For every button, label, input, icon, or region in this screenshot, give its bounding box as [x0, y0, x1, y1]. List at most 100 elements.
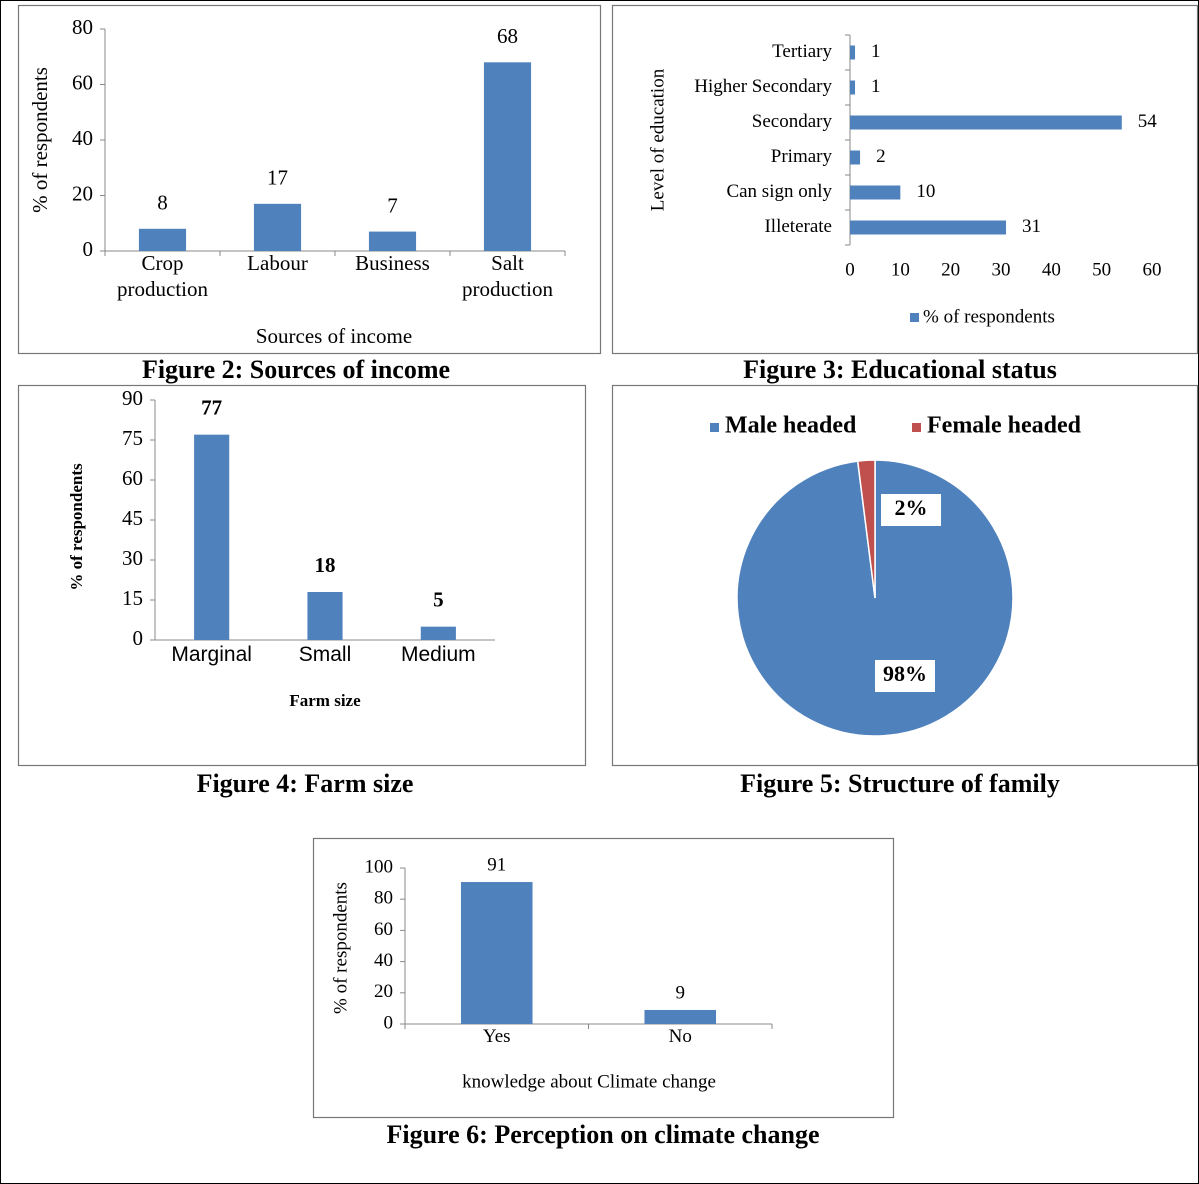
data-label: 77 — [201, 395, 222, 419]
y-tick-label: 40 — [72, 126, 93, 150]
bar — [307, 592, 343, 640]
x-tick-label: 20 — [941, 259, 960, 280]
bar — [420, 626, 456, 640]
y-tick-label: 60 — [122, 466, 143, 490]
y-axis-title: Level of education — [647, 68, 668, 211]
x-tick-label: 10 — [891, 259, 910, 280]
x-tick-label-box: Small — [298, 643, 352, 666]
legend-swatch — [710, 423, 719, 432]
data-label: 98% — [883, 661, 927, 686]
y-tick-label: 0 — [133, 626, 144, 650]
x-tick-label: Labour — [247, 251, 308, 275]
y-axis-title: % of respondents — [67, 463, 86, 591]
data-label: 8 — [157, 191, 168, 215]
y-tick-label: Secondary — [752, 111, 833, 132]
x-axis-title: knowledge about Climate change — [462, 1071, 716, 1092]
figure-caption: Figure 3: Educational status — [743, 355, 1057, 384]
y-tick-label: 75 — [122, 426, 143, 450]
figure-caption: Figure 2: Sources of income — [142, 355, 450, 384]
x-tick-label: 50 — [1092, 259, 1111, 280]
bar — [850, 185, 901, 200]
x-tick-label: 30 — [992, 259, 1011, 280]
x-tick-label-box: Crop production — [117, 251, 208, 301]
data-label: 5 — [433, 587, 444, 611]
x-tick-label: No — [668, 1026, 692, 1047]
data-label: 18 — [315, 553, 336, 577]
bar — [460, 882, 533, 1024]
x-axis-title: Sources of income — [256, 324, 412, 348]
bar — [850, 80, 856, 95]
figure-caption: Figure 6: Perception on climate change — [386, 1120, 819, 1149]
figure-caption: Figure 5: Structure of family — [740, 769, 1060, 798]
x-tick-label-box: Salt production — [462, 251, 553, 301]
legend-swatch — [910, 313, 919, 322]
bar — [644, 1009, 717, 1024]
x-tick-label: Salt production — [462, 251, 553, 301]
y-tick-label: 0 — [384, 1012, 394, 1033]
data-label: 54 — [1138, 111, 1158, 132]
x-tick-label-box: Yes — [482, 1026, 511, 1047]
figure-caption: Figure 4: Farm size — [197, 769, 414, 798]
chart-frame — [17, 4, 602, 355]
y-tick-label: 80 — [374, 888, 393, 909]
data-label: 91 — [487, 854, 506, 875]
legend-swatch — [912, 423, 921, 432]
data-label: 1 — [871, 41, 881, 62]
x-tick-label-box: Marginal — [171, 643, 252, 666]
x-tick-label-box: Labour — [247, 251, 308, 275]
chart-frame — [312, 837, 895, 1119]
chart-frame — [611, 4, 1199, 355]
y-tick-label: 60 — [374, 919, 393, 940]
data-label: 1 — [871, 76, 881, 97]
chart-frame — [611, 384, 1199, 767]
bar — [850, 150, 861, 165]
y-tick-label: Higher Secondary — [694, 76, 832, 97]
y-tick-label: 40 — [374, 950, 393, 971]
x-tick-label: Yes — [482, 1026, 511, 1047]
pie-slice — [856, 459, 876, 599]
x-tick-label: Small — [298, 643, 352, 666]
data-label: 2 — [876, 146, 886, 167]
y-tick-label: 20 — [374, 981, 393, 1002]
bar — [850, 220, 1007, 235]
legend-label: % of respondents — [923, 306, 1055, 327]
x-tick-label: Medium — [400, 643, 476, 666]
y-tick-label: 0 — [83, 237, 94, 261]
y-tick-label: Can sign only — [726, 181, 832, 202]
y-tick-label: 100 — [365, 856, 394, 877]
y-tick-label: 15 — [122, 586, 143, 610]
y-tick-label: 30 — [122, 546, 143, 570]
y-axis-title: % of respondents — [330, 882, 351, 1014]
y-tick-label: 20 — [72, 181, 93, 205]
bar — [138, 228, 187, 251]
data-label: 9 — [676, 982, 686, 1003]
x-tick-label-box: No — [668, 1026, 692, 1047]
data-label: 68 — [497, 24, 518, 48]
x-tick-label: Crop production — [117, 251, 208, 301]
y-tick-label: 60 — [72, 70, 93, 94]
y-tick-label: Primary — [771, 146, 833, 167]
bar — [850, 45, 856, 60]
x-tick-label: Marginal — [171, 643, 252, 666]
y-tick-label: Tertiary — [772, 41, 832, 62]
data-label: 7 — [387, 193, 398, 217]
legend-label: Male headed — [725, 413, 857, 439]
data-label: 2% — [895, 495, 928, 520]
x-tick-label-box: Business — [355, 251, 430, 275]
x-tick-label: 0 — [845, 259, 855, 280]
bar — [483, 62, 532, 251]
chart-frame — [17, 384, 587, 767]
y-tick-label: 45 — [122, 506, 143, 530]
bar — [253, 203, 302, 251]
x-tick-label-box: Medium — [400, 643, 476, 666]
x-tick-label: Business — [355, 251, 430, 275]
bar — [850, 115, 1122, 130]
x-axis-title: Farm size — [289, 691, 361, 710]
data-label: 10 — [916, 181, 935, 202]
bar — [194, 434, 230, 640]
x-tick-label: 60 — [1143, 259, 1162, 280]
data-label: 31 — [1022, 216, 1041, 237]
x-tick-label: 40 — [1042, 259, 1061, 280]
